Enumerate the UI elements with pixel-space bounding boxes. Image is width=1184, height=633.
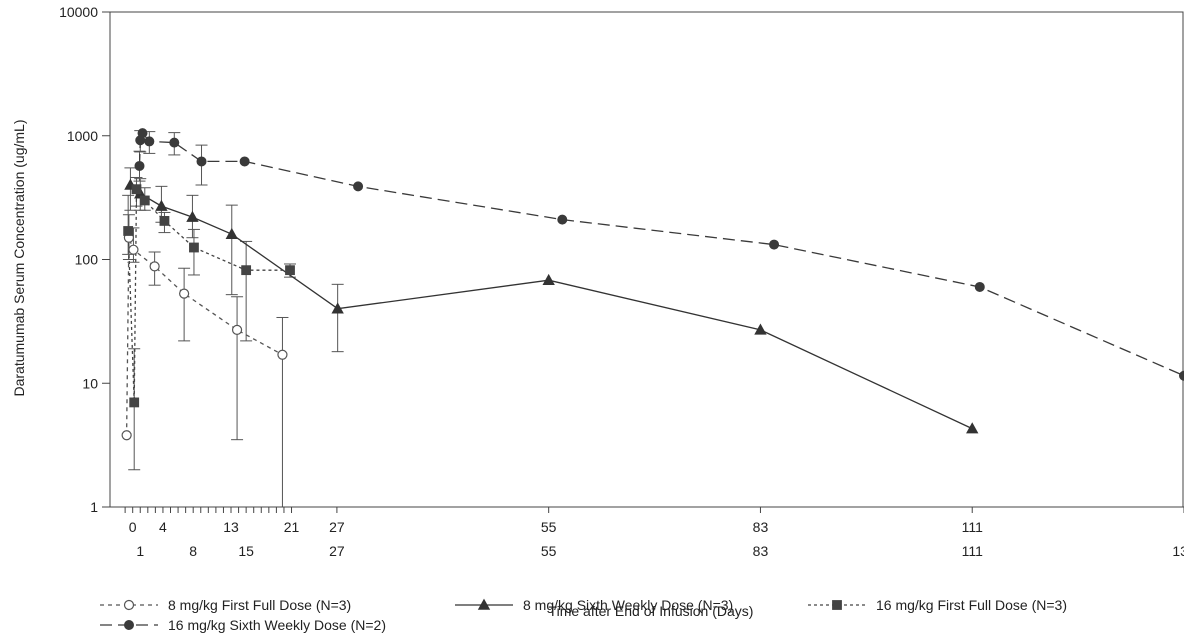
series-line-3 (127, 187, 290, 403)
legend-label: 8 mg/kg First Full Dose (N=3) (168, 597, 351, 613)
data-point (144, 136, 155, 147)
y-tick-label: 10000 (59, 4, 98, 20)
data-point (121, 430, 132, 441)
data-point (139, 195, 150, 206)
data-point (974, 281, 985, 292)
data-point (134, 160, 145, 171)
data-point (1179, 370, 1184, 381)
series-line-2 (129, 184, 973, 430)
x-tick-label-upper: 83 (753, 519, 769, 535)
legend-label: 16 mg/kg First Full Dose (N=3) (876, 597, 1067, 613)
data-point (353, 181, 364, 192)
x-tick-label-lower: 139 (1172, 543, 1184, 559)
legend-marker (123, 599, 135, 611)
legend-label: 16 mg/kg Sixth Weekly Dose (N=2) (168, 617, 386, 633)
y-axis-label: Daratumumab Serum Concentration (ug/mL) (11, 119, 27, 396)
x-tick-label-lower: 8 (189, 543, 197, 559)
x-tick-label-upper: 0 (129, 519, 137, 535)
data-point (129, 397, 140, 408)
x-tick-label-lower: 83 (753, 543, 769, 559)
legend-marker (477, 598, 491, 610)
x-axis: 0413212755831111815275583111139 (110, 506, 1184, 559)
y-axis: 1 10 100 1000 10000 (59, 4, 110, 515)
x-tick-label-upper: 55 (541, 519, 557, 535)
y-tick-label: 10 (82, 375, 98, 391)
x-tick-label-lower: 27 (329, 543, 345, 559)
legend-marker (832, 600, 842, 610)
data-point (169, 137, 180, 148)
x-tick-label-lower: 111 (962, 543, 983, 559)
x-tick-label-upper: 27 (329, 519, 345, 535)
data-point (186, 210, 199, 222)
series-markers (121, 128, 1184, 441)
series-lines (125, 131, 1184, 436)
plot-area (109, 11, 1184, 507)
data-point (966, 422, 979, 434)
x-tick-label-lower: 15 (238, 543, 254, 559)
x-tick-label-upper: 13 (223, 519, 239, 535)
data-point (557, 214, 568, 225)
data-point (123, 226, 134, 236)
data-point (331, 302, 344, 314)
legend-marker (124, 620, 134, 630)
data-point (149, 261, 160, 272)
x-tick-label-upper: 21 (284, 519, 300, 535)
data-point (542, 273, 555, 286)
legend: 8 mg/kg First Full Dose (N=3) 8 mg/kg Six… (100, 597, 1067, 633)
x-tick-label-lower: 1 (136, 543, 144, 559)
plot-frame (109, 11, 1184, 507)
series-line-4 (138, 131, 1184, 377)
y-tick-label: 1000 (67, 128, 98, 144)
data-point (239, 156, 250, 167)
data-point (277, 349, 288, 360)
data-point (155, 199, 168, 211)
data-point (285, 265, 295, 276)
x-tick-label-upper: 111 (962, 519, 983, 535)
data-point (179, 288, 190, 299)
data-point (189, 242, 199, 253)
data-point (225, 227, 238, 240)
legend-label: 8 mg/kg Sixth Weekly Dose (N=3) (523, 597, 733, 613)
data-point (159, 216, 170, 226)
data-point (241, 265, 252, 276)
data-point (128, 244, 139, 255)
x-tick-label-upper: 4 (159, 519, 167, 535)
y-tick-label: 1 (90, 499, 98, 515)
error-bars (122, 130, 344, 507)
data-point (754, 323, 767, 335)
y-tick-label: 100 (75, 252, 99, 268)
x-axis-label: Time after End of Infusion (Days) (549, 603, 754, 619)
data-point (137, 128, 148, 139)
x-tick-label-lower: 55 (541, 543, 557, 559)
data-point (131, 184, 142, 195)
data-point (231, 324, 243, 335)
data-point (769, 239, 780, 250)
data-point (196, 156, 207, 167)
